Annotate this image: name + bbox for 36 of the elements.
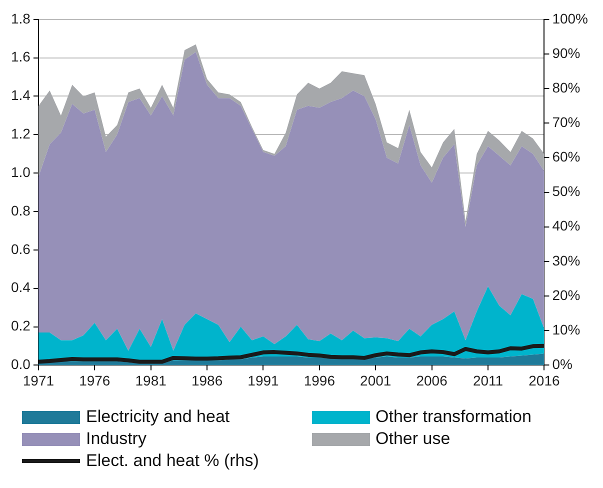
y-tick-label: 0.8	[10, 202, 31, 218]
y2-tick-label: 40%	[552, 218, 580, 234]
y2-tick-label: 80%	[552, 79, 580, 96]
y-tick-label: 1.6	[10, 48, 31, 65]
x-tick-label: 1981	[135, 372, 167, 388]
y2-tick-label: 10%	[552, 321, 580, 338]
y2-tick-label: 20%	[552, 286, 580, 303]
x-tick-label: 1971	[22, 372, 54, 388]
y-tick-label: 0.6	[10, 240, 31, 257]
y-tick-label: 0.2	[10, 318, 31, 334]
x-tick-label: 1976	[79, 372, 110, 388]
x-tick-label: 1986	[191, 372, 223, 388]
x-tick-label: 1991	[248, 372, 280, 388]
y-tick-label: 1.2	[10, 126, 31, 142]
y-tick-label: 0.4	[10, 279, 31, 296]
y-tick-label: 1.8	[10, 10, 31, 26]
y-tick-label: 0.0	[10, 356, 31, 372]
y2-tick-label: 90%	[552, 44, 580, 61]
x-tick-label: 2011	[472, 372, 504, 388]
x-tick-label: 2001	[360, 372, 392, 388]
x-tick-label: 1996	[304, 372, 336, 388]
y2-tick-label: 50%	[552, 183, 580, 200]
y2-tick-label: 100%	[552, 10, 588, 26]
y2-tick-label: 30%	[552, 252, 580, 268]
legend-label: Other use	[376, 429, 450, 449]
y2-tick-label: 60%	[552, 148, 580, 165]
legend-label: Other transformation	[376, 407, 532, 427]
y-tick-label: 1.0	[10, 164, 31, 180]
y2-tick-label: 0%	[552, 356, 572, 372]
legend-label: Elect. and heat % (rhs)	[86, 451, 259, 471]
y2-tick-label: 70%	[552, 114, 580, 130]
legend-label: Electricity and heat	[86, 407, 230, 427]
x-tick-label: 2016	[528, 372, 560, 388]
x-tick-label: 2006	[416, 372, 448, 388]
legend-label: Industry	[86, 429, 146, 449]
y-tick-label: 1.4	[10, 87, 31, 104]
